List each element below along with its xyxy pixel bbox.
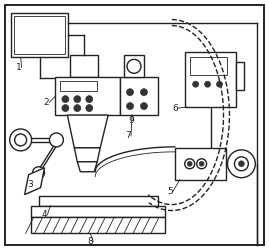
Circle shape [15,134,27,146]
Circle shape [49,133,63,147]
Text: 3: 3 [28,180,33,189]
Circle shape [33,167,44,179]
Circle shape [228,150,255,178]
Circle shape [127,59,141,73]
Bar [61,81,97,91]
Text: 4: 4 [42,210,47,219]
Circle shape [185,159,195,169]
Circle shape [235,157,248,171]
Circle shape [238,161,244,167]
Polygon shape [74,148,100,162]
Bar [14,16,65,54]
Circle shape [199,161,204,166]
Bar [31,218,165,234]
Circle shape [197,159,207,169]
Circle shape [126,89,133,96]
Circle shape [62,104,69,112]
Bar [175,148,226,180]
Polygon shape [25,168,44,194]
Circle shape [140,89,147,96]
Bar [70,56,98,77]
Bar [31,178,41,184]
Circle shape [140,102,147,110]
Bar [55,77,120,115]
Bar [236,62,244,90]
Text: 8: 8 [87,237,93,246]
Text: 7: 7 [125,132,131,140]
Bar [38,196,158,205]
Text: 1: 1 [16,63,22,72]
Text: 9: 9 [128,116,134,124]
Circle shape [10,129,31,151]
Polygon shape [67,115,108,148]
Circle shape [187,161,192,166]
Text: 2: 2 [44,98,49,107]
Circle shape [62,96,69,102]
Text: 5: 5 [167,187,173,196]
Circle shape [217,81,222,87]
Bar [11,13,68,58]
Circle shape [74,104,81,112]
Text: 6: 6 [172,104,178,112]
Circle shape [74,96,81,102]
Bar [120,77,158,115]
Circle shape [86,96,93,102]
Bar [31,206,165,218]
Circle shape [193,81,199,87]
Bar [124,56,144,77]
Polygon shape [77,162,97,172]
Circle shape [126,102,133,110]
Circle shape [205,81,211,87]
Bar [185,52,236,107]
Circle shape [86,104,93,112]
Bar [190,58,228,75]
